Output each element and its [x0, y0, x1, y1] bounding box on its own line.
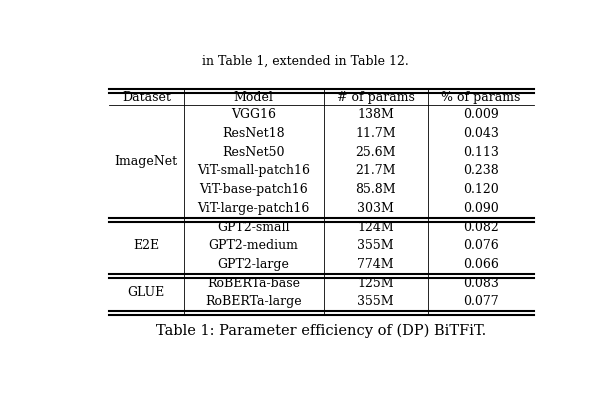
Text: ResNet18: ResNet18 — [222, 127, 285, 140]
Text: VGG16: VGG16 — [231, 108, 276, 121]
Text: 0.082: 0.082 — [463, 221, 499, 234]
Text: GPT2-medium: GPT2-medium — [209, 239, 299, 252]
Text: 0.077: 0.077 — [463, 295, 499, 308]
Text: 355M: 355M — [358, 239, 394, 252]
Text: Model: Model — [234, 91, 274, 103]
Text: 0.083: 0.083 — [463, 277, 499, 290]
Text: ImageNet: ImageNet — [115, 155, 178, 168]
Text: GLUE: GLUE — [128, 286, 165, 299]
Text: 0.009: 0.009 — [463, 108, 499, 121]
Text: 0.066: 0.066 — [463, 258, 499, 271]
Text: Dataset: Dataset — [122, 91, 171, 103]
Text: 774M: 774M — [358, 258, 394, 271]
Text: RoBERTa-base: RoBERTa-base — [207, 277, 300, 290]
Text: # of params: # of params — [337, 91, 415, 103]
Text: E2E: E2E — [134, 239, 159, 252]
Text: 303M: 303M — [358, 202, 394, 215]
Text: 138M: 138M — [358, 108, 394, 121]
Text: 0.113: 0.113 — [463, 146, 499, 159]
Text: 124M: 124M — [358, 221, 394, 234]
Text: 0.120: 0.120 — [463, 183, 499, 196]
Text: 85.8M: 85.8M — [355, 183, 396, 196]
Text: 25.6M: 25.6M — [356, 146, 396, 159]
Text: 11.7M: 11.7M — [355, 127, 396, 140]
Text: GPT2-large: GPT2-large — [218, 258, 290, 271]
Text: GPT2-small: GPT2-small — [218, 221, 290, 234]
Text: ResNet50: ResNet50 — [222, 146, 285, 159]
Text: 21.7M: 21.7M — [356, 164, 396, 177]
Text: 125M: 125M — [358, 277, 394, 290]
Text: 0.076: 0.076 — [463, 239, 499, 252]
Text: 0.090: 0.090 — [463, 202, 499, 215]
Text: Table 1: Parameter efficiency of (DP) BiTFiT.: Table 1: Parameter efficiency of (DP) Bi… — [157, 324, 487, 338]
Text: ViT-small-patch16: ViT-small-patch16 — [197, 164, 310, 177]
Text: % of params: % of params — [441, 91, 521, 103]
Text: ViT-large-patch16: ViT-large-patch16 — [197, 202, 310, 215]
Text: ViT-base-patch16: ViT-base-patch16 — [199, 183, 308, 196]
Text: in Table 1, extended in Table 12.: in Table 1, extended in Table 12. — [202, 55, 409, 68]
Text: RoBERTa-large: RoBERTa-large — [205, 295, 302, 308]
Text: 0.043: 0.043 — [463, 127, 499, 140]
Text: 355M: 355M — [358, 295, 394, 308]
Text: 0.238: 0.238 — [463, 164, 499, 177]
